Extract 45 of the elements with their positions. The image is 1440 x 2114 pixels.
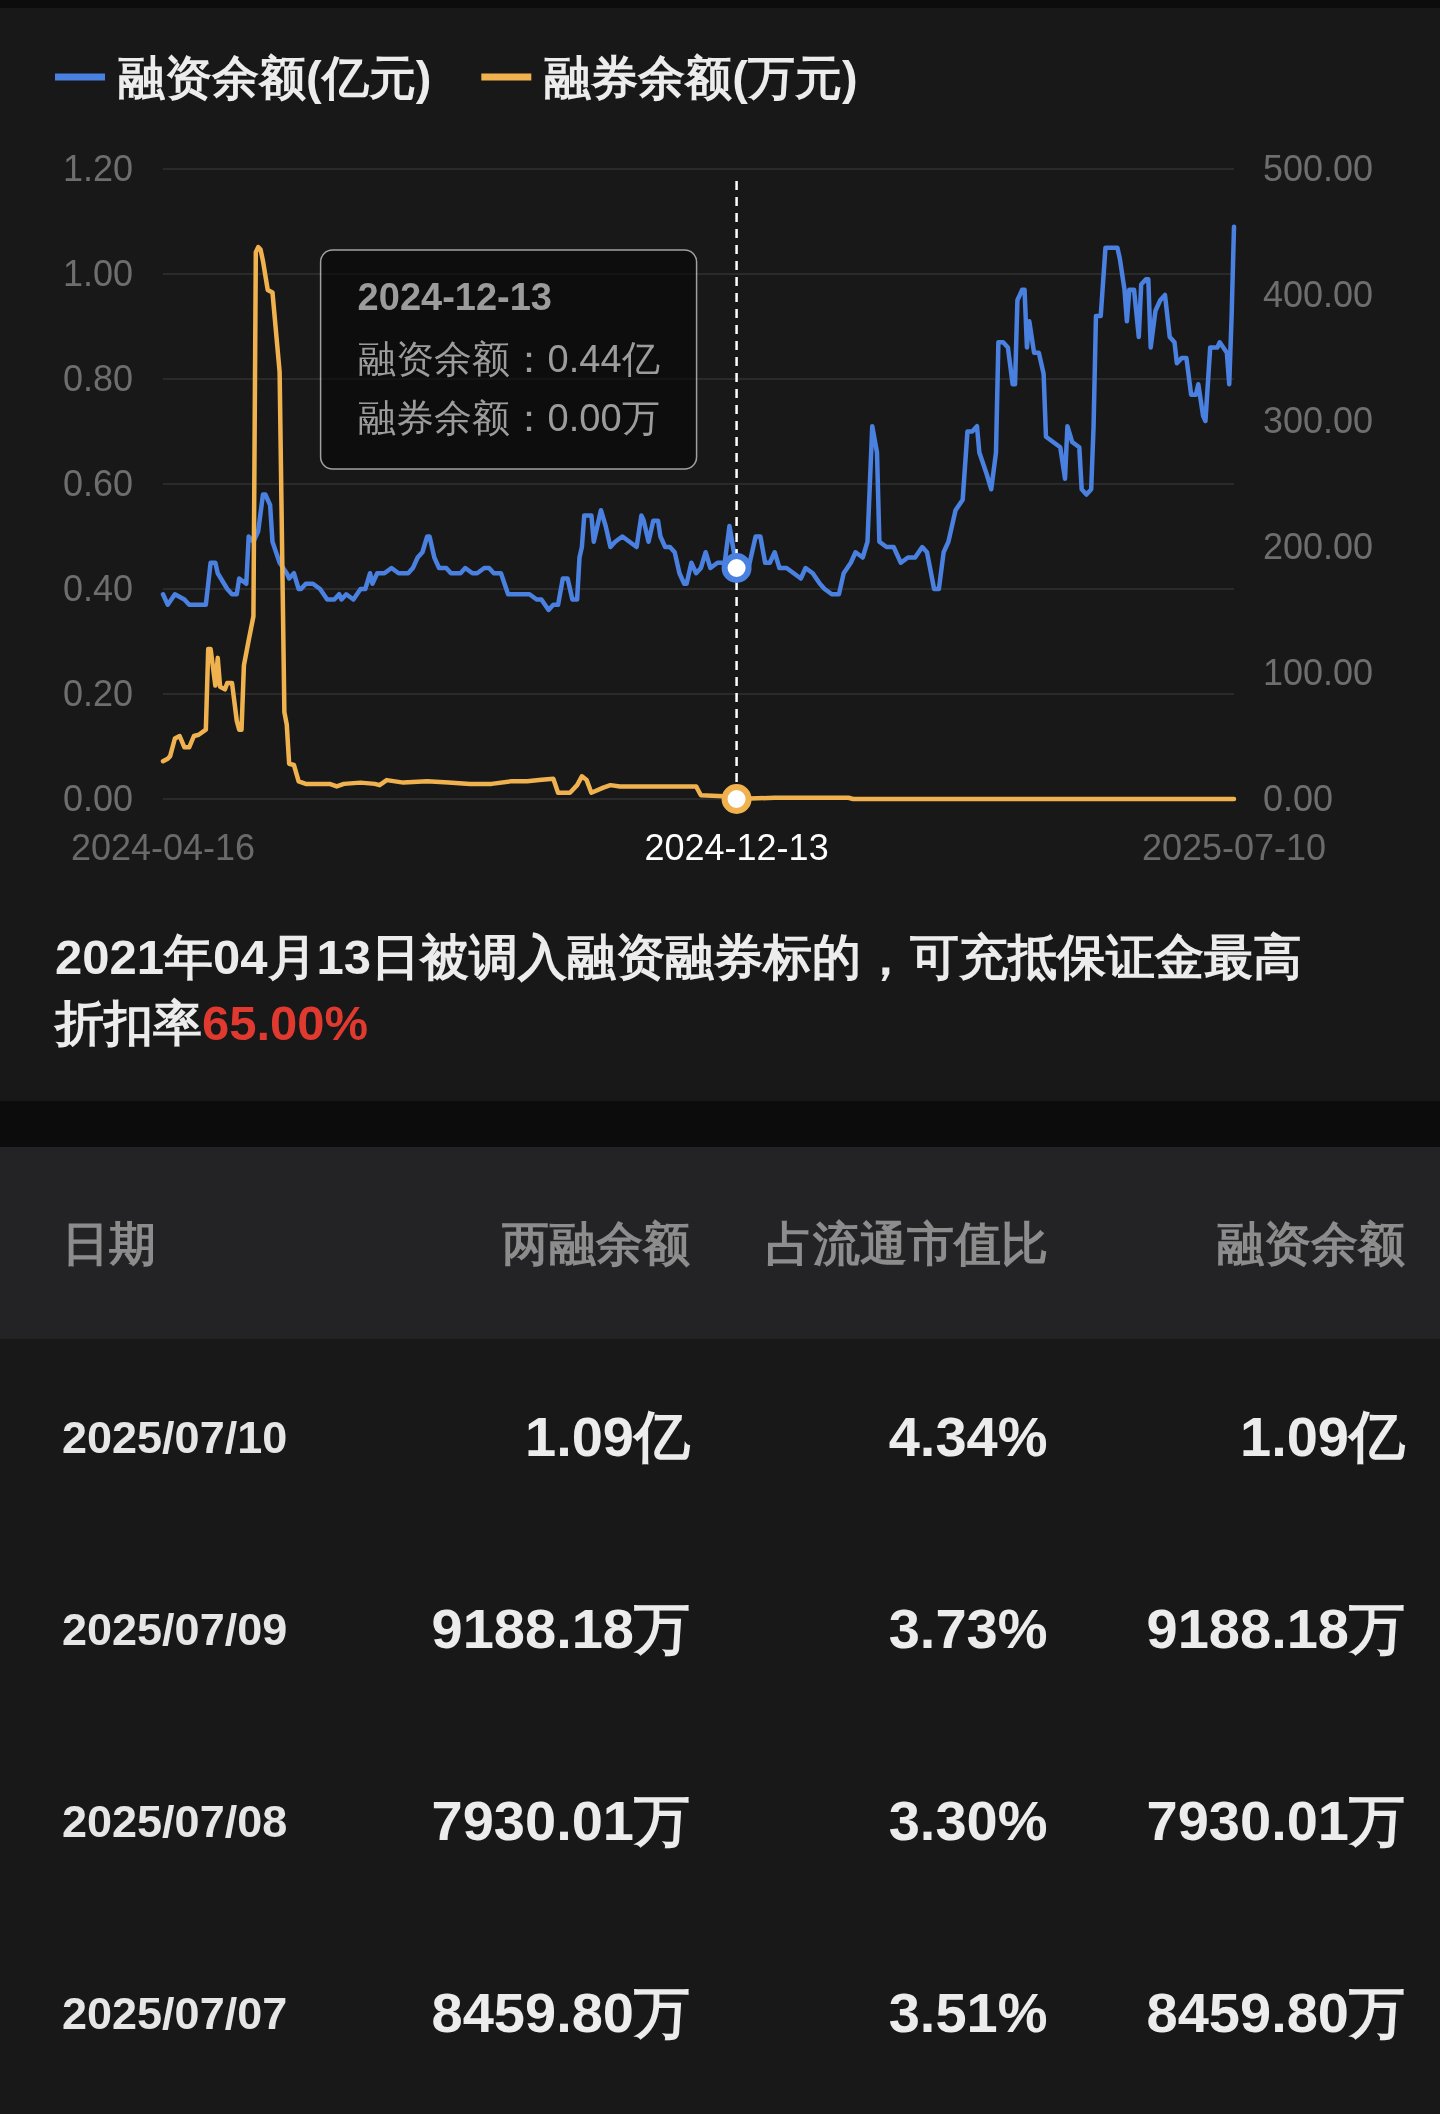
- y-tick-label: 0.60: [62, 463, 133, 504]
- text: 9188.18万: [431, 1597, 690, 1660]
- category-label: 融资余额: [1217, 1216, 1405, 1270]
- text: 8459.80万: [431, 1981, 690, 2044]
- y2-tick-label: 300.00: [1263, 400, 1374, 441]
- legend-label: 融资余额(亿元): [118, 51, 432, 104]
- text: 1.09亿: [525, 1405, 690, 1468]
- y2-tick-label: 0.00: [1263, 778, 1334, 819]
- text: 7930.01万: [1146, 1789, 1405, 1852]
- y-tick-label: 0.40: [62, 568, 133, 609]
- y2-tick-label: 400.00: [1263, 274, 1374, 315]
- text: 2025/07/09: [62, 1603, 288, 1655]
- y-tick-label: 0.20: [62, 673, 133, 714]
- y2-tick-label: 100.00: [1263, 652, 1374, 693]
- text: 2021年04月13日被调入融资融券标的，可充抵保证金最高: [55, 929, 1303, 986]
- y-tick-label: 1.20: [62, 148, 133, 189]
- y2-tick-label: 200.00: [1263, 526, 1374, 567]
- ref-line-label: 2024-12-13: [644, 827, 829, 868]
- text: 2025/07/08: [62, 1795, 288, 1847]
- text: 9188.18万: [1146, 1597, 1405, 1660]
- y-tick-label: 0.80: [62, 358, 133, 399]
- line-series: [160, 224, 1237, 613]
- text: 7930.01万: [431, 1789, 690, 1852]
- text: 1.09亿: [1240, 1405, 1405, 1468]
- category-label: 两融余额: [502, 1216, 690, 1270]
- text: 3.30%: [888, 1789, 1048, 1852]
- y-tick-label: 1.00: [62, 253, 133, 294]
- text: 3.73%: [888, 1597, 1048, 1660]
- annotation: 融券余额：0.00万: [357, 397, 660, 439]
- text: 65.00%: [202, 995, 369, 1052]
- x-tick-label: 2025-07-10: [1141, 827, 1327, 868]
- text: 2025/07/10: [62, 1411, 288, 1463]
- text: 8459.80万: [1146, 1981, 1405, 2044]
- text: 4.34%: [888, 1405, 1048, 1468]
- annotation: 2024-12-13: [357, 276, 552, 318]
- y2-tick-label: 500.00: [1263, 148, 1374, 189]
- legend-label: 融券余额(万元): [544, 51, 858, 104]
- x-tick-label: 2024-04-16: [70, 827, 256, 868]
- category-label: 占流通市值比: [765, 1216, 1048, 1270]
- text: 2025/07/07: [62, 1987, 288, 2039]
- text: 3.51%: [888, 1981, 1048, 2044]
- category-label: 日期: [62, 1216, 156, 1270]
- text: 折扣率: [55, 995, 202, 1052]
- y-tick-label: 0.00: [62, 778, 133, 819]
- annotation: 融资余额：0.44亿: [357, 338, 660, 380]
